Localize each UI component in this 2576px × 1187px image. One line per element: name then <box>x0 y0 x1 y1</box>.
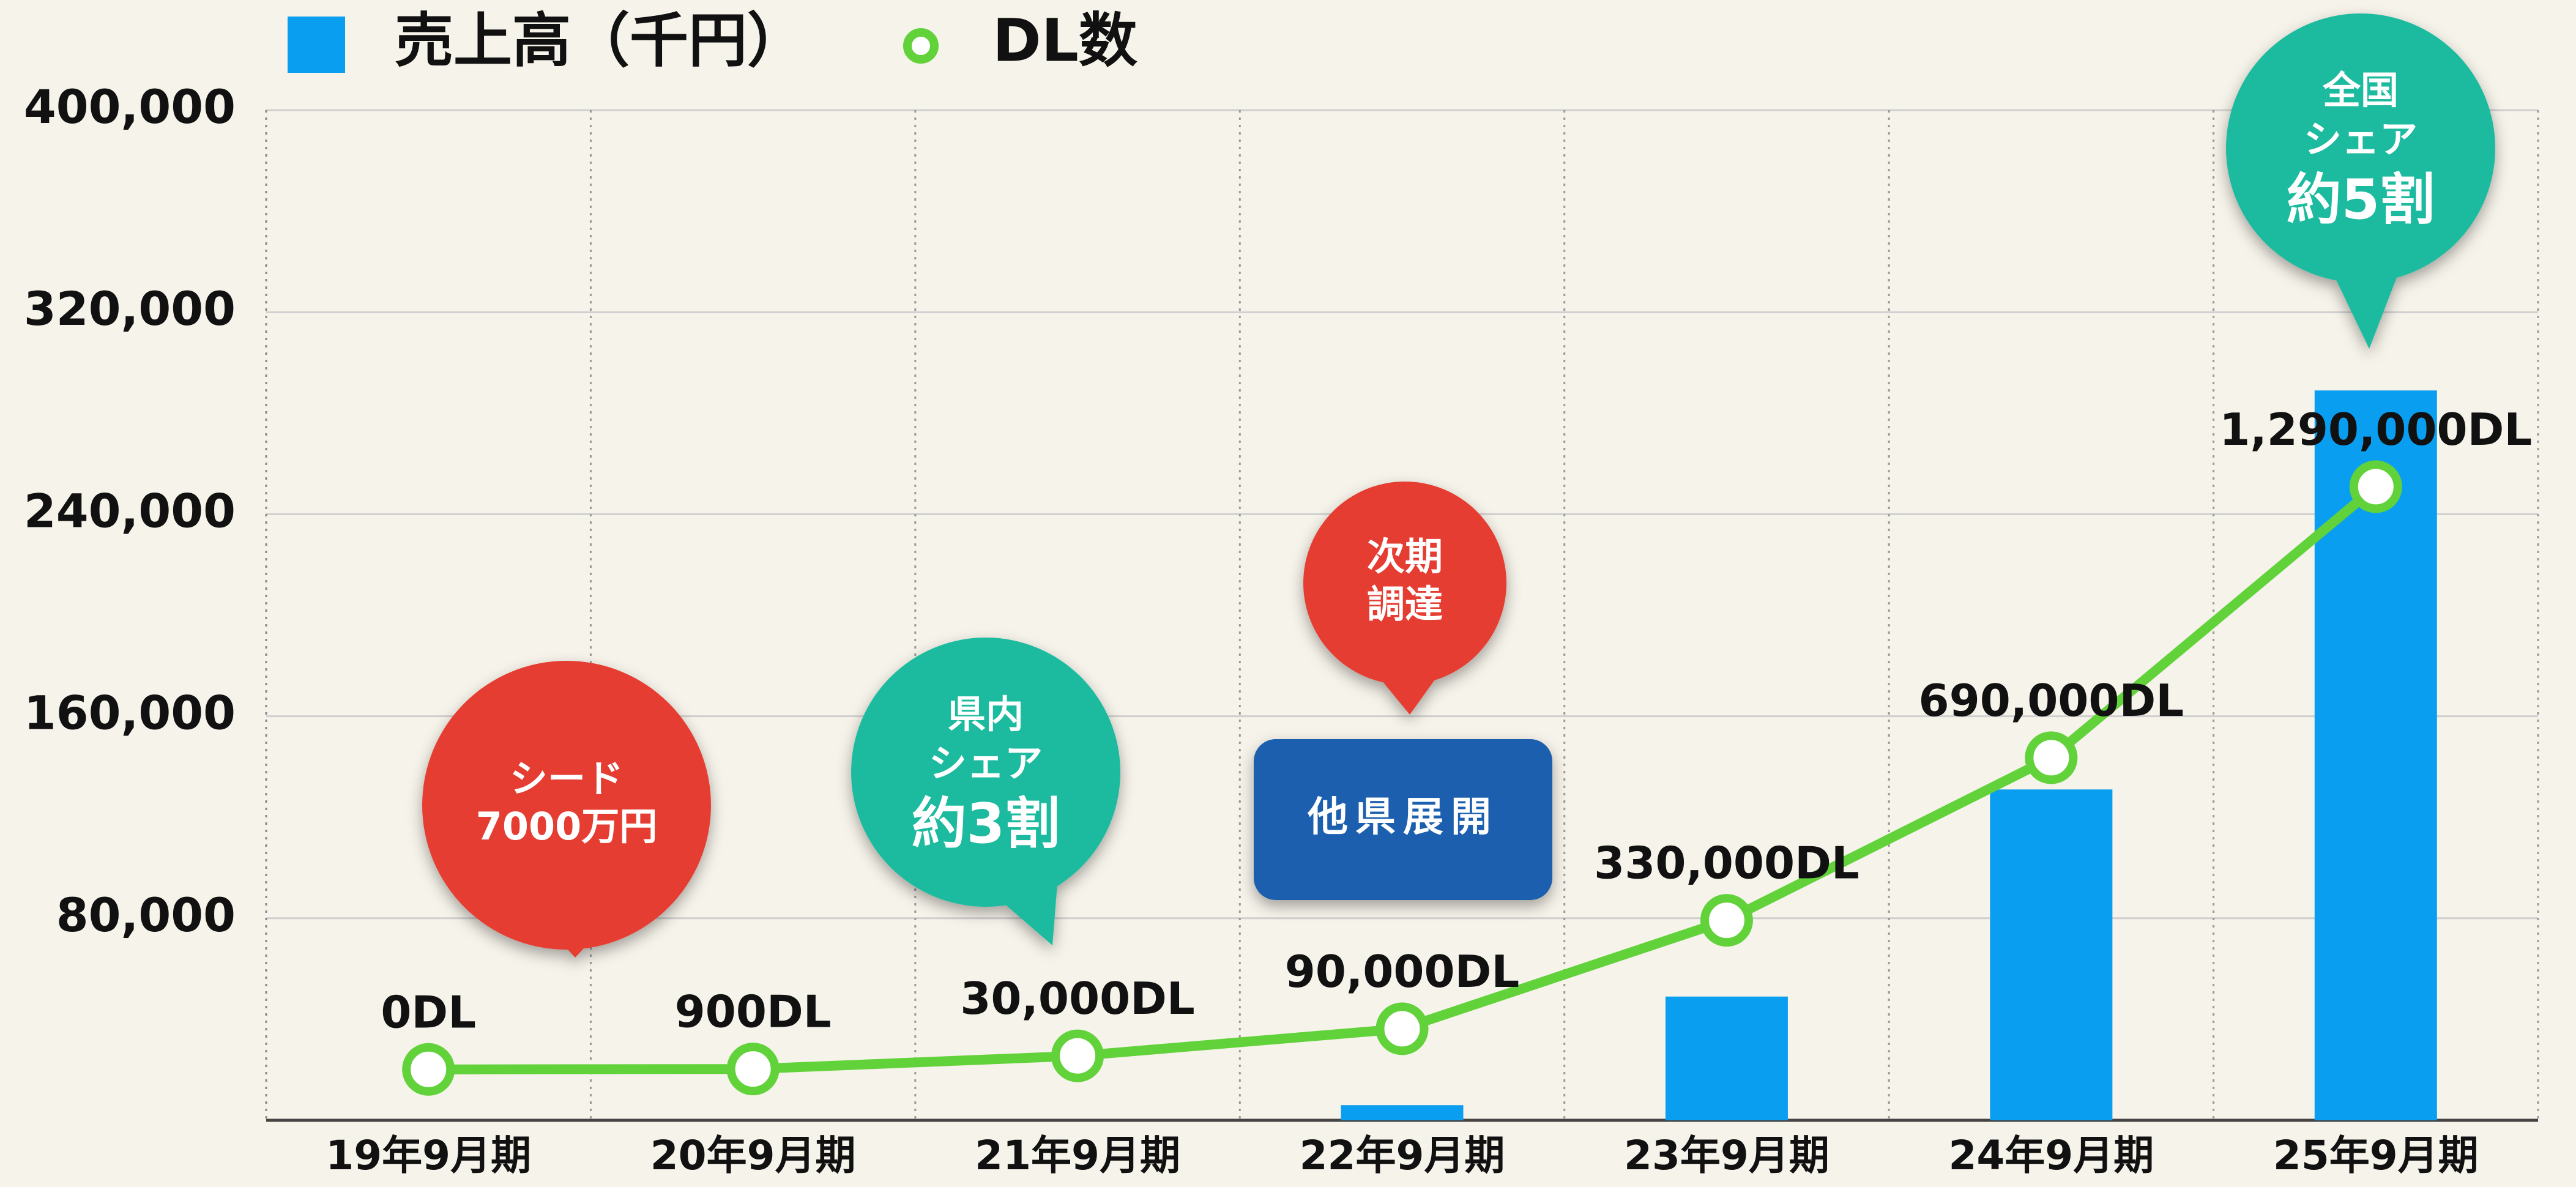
callout <box>2226 13 2495 349</box>
marker <box>402 1043 455 1096</box>
callout-bubble <box>422 661 711 950</box>
marker <box>1700 894 1753 947</box>
callout <box>422 661 711 958</box>
value-label: 690,000DL <box>1919 675 2184 726</box>
y-tick-label: 240,000 <box>24 483 236 538</box>
callout-text: シェア <box>929 741 1043 786</box>
callout-box <box>1254 739 1552 900</box>
x-tick-label: 25年9月期 <box>2273 1132 2479 1179</box>
value-label: 1,290,000DL <box>2219 404 2532 455</box>
callout-text: 他県展開 <box>1307 794 1498 841</box>
marker <box>2349 460 2402 513</box>
marker <box>726 1043 780 1096</box>
callout <box>1303 482 1506 715</box>
callout-bubble <box>851 638 1120 907</box>
x-tick-label: 24年9月期 <box>1948 1132 2154 1179</box>
value-label: 0DL <box>381 986 476 1038</box>
bar <box>1665 996 1788 1120</box>
callout-text: シェア <box>2304 117 2418 162</box>
legend-label: DL数 <box>992 6 1137 75</box>
y-tick-label: 400,000 <box>24 80 236 134</box>
callout-text: 約3割 <box>912 792 1060 856</box>
value-label: 330,000DL <box>1594 838 1859 889</box>
y-tick-label: 160,000 <box>24 686 236 740</box>
marker <box>1051 1029 1104 1082</box>
callout <box>1254 739 1552 900</box>
callout-text: 調達 <box>1367 582 1443 627</box>
x-tick-label: 23年9月期 <box>1624 1132 1830 1179</box>
legend-label: 売上高（千円） <box>395 6 806 75</box>
value-label: 90,000DL <box>1285 946 1519 997</box>
bar <box>1341 1105 1464 1120</box>
callout-text: シード <box>510 756 624 801</box>
callout-text: 次期 <box>1367 534 1443 579</box>
callout-text: 県内 <box>948 692 1024 737</box>
marker <box>1375 1002 1429 1055</box>
x-tick-label: 19年9月期 <box>326 1132 531 1179</box>
callout-text: 約5割 <box>2287 168 2435 232</box>
callout-text: 全国 <box>2322 68 2399 113</box>
callout-text: 7000万円 <box>476 804 658 849</box>
callout-bubble <box>1303 482 1506 685</box>
bar <box>1990 789 2113 1120</box>
y-tick-label: 320,000 <box>24 281 236 336</box>
value-label: 30,000DL <box>960 973 1194 1024</box>
value-label: 900DL <box>675 986 832 1038</box>
legend-swatch <box>288 17 345 73</box>
callout <box>851 638 1120 945</box>
x-tick-label: 21年9月期 <box>975 1132 1180 1179</box>
callout-bubble <box>2226 13 2495 283</box>
x-tick-label: 22年9月期 <box>1300 1132 1505 1179</box>
marker <box>2025 731 2078 784</box>
legend-swatch <box>903 28 939 64</box>
x-tick-label: 20年9月期 <box>650 1132 856 1179</box>
y-tick-label: 80,000 <box>56 888 236 942</box>
